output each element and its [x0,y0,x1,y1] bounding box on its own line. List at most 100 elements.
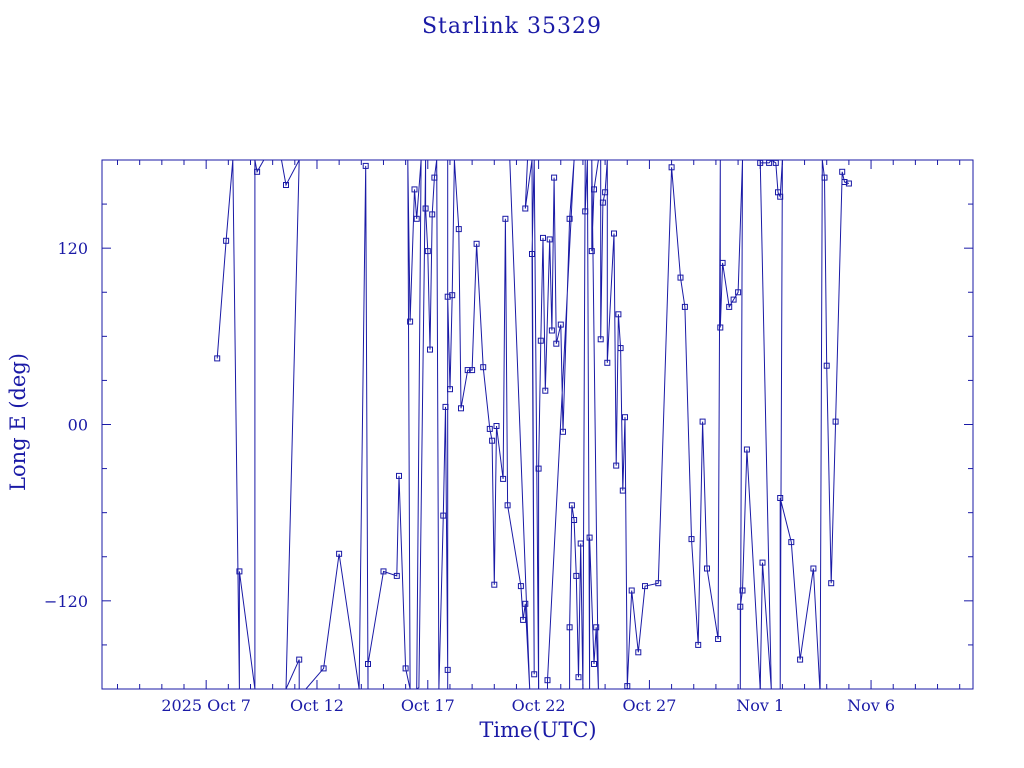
data-point [553,340,560,347]
data-point [444,666,451,673]
data-point [577,540,584,547]
data-point [735,289,742,296]
data-point [362,162,369,169]
data-point [396,472,402,479]
data-point [788,539,795,546]
data-point [695,641,702,648]
data-point [254,168,261,175]
data-point [726,303,733,310]
data-point [777,193,784,200]
data-point [586,534,593,541]
data-point [628,587,635,594]
data-point [546,236,553,243]
data-point [542,387,549,394]
data-point [717,324,724,331]
x-tick-label: Nov 1 [736,696,784,715]
data-point [772,160,779,166]
data-point [739,587,746,594]
data-point [560,428,566,435]
y-tick-label: 120 [57,239,88,258]
data-point [393,572,400,579]
data-point [535,465,542,472]
data-point [828,580,835,587]
data-point [447,386,453,393]
data-point [681,303,688,310]
data-point [668,164,675,171]
data-point [737,603,744,610]
data-point [845,180,852,187]
x-axis-label: Time(UTC) [479,718,597,742]
data-point [455,226,462,233]
data-point [611,230,617,237]
data-point [615,311,622,318]
data-point [529,251,535,257]
data-point [613,462,620,469]
data-point [491,581,498,588]
data-point [440,512,447,519]
data-point [566,624,573,631]
data-point [575,674,582,681]
data-point [619,487,626,494]
data-point [617,345,624,352]
data-point [557,321,564,328]
data-point [442,403,449,410]
data-point [593,624,600,631]
data-point [604,359,611,366]
data-point [571,517,578,523]
data-point [520,616,527,623]
data-point [480,364,487,371]
data-point [677,274,684,281]
x-tick-label: 2025 Oct 7 [161,696,251,715]
data-point [486,425,493,432]
data-point [296,656,303,663]
data-point [493,423,500,429]
y-tick-label: −120 [44,592,88,611]
data-point [469,367,476,374]
data-point [624,683,631,689]
data-point [841,179,848,185]
data-point [413,215,420,222]
data-point [582,208,589,215]
data-point [380,568,387,575]
x-tick-label: Oct 12 [290,696,344,715]
data-point [599,199,606,206]
data-point [566,215,573,222]
data-point [431,174,438,181]
data-point [464,367,471,374]
data-point [537,337,544,344]
data-point [588,248,595,255]
data-point [699,418,706,425]
data-point [214,355,221,362]
data-point [839,168,846,175]
data-point [422,205,429,212]
data-point [473,240,480,247]
data-point [832,418,839,425]
data-point [757,160,764,166]
data-point [597,336,604,343]
data-point [642,583,648,590]
data-point [489,437,496,444]
data-point [766,160,773,166]
data-point [704,565,710,572]
data-point [688,536,695,543]
data-point [591,661,597,667]
data-point [531,671,538,678]
data-point [743,446,750,453]
data-point [320,665,327,672]
data-point [500,475,507,482]
plot-area [214,160,852,689]
data-point [424,248,431,255]
chart-title: Starlink 35329 [421,14,603,39]
data-point [517,583,524,590]
data-point [522,600,529,607]
y-tick-label: 00 [68,416,88,435]
data-point [283,182,289,188]
data-point [236,568,243,575]
data-point [573,572,580,579]
axis-ticks [102,159,973,690]
x-tick-label: Nov 6 [847,696,895,715]
data-point [427,346,433,353]
data-point [504,502,511,509]
axis-tick-labels: 2025 Oct 7 Oct 12 Oct 17 Oct 22 Oct 27 Nov 1 N… [44,239,895,715]
